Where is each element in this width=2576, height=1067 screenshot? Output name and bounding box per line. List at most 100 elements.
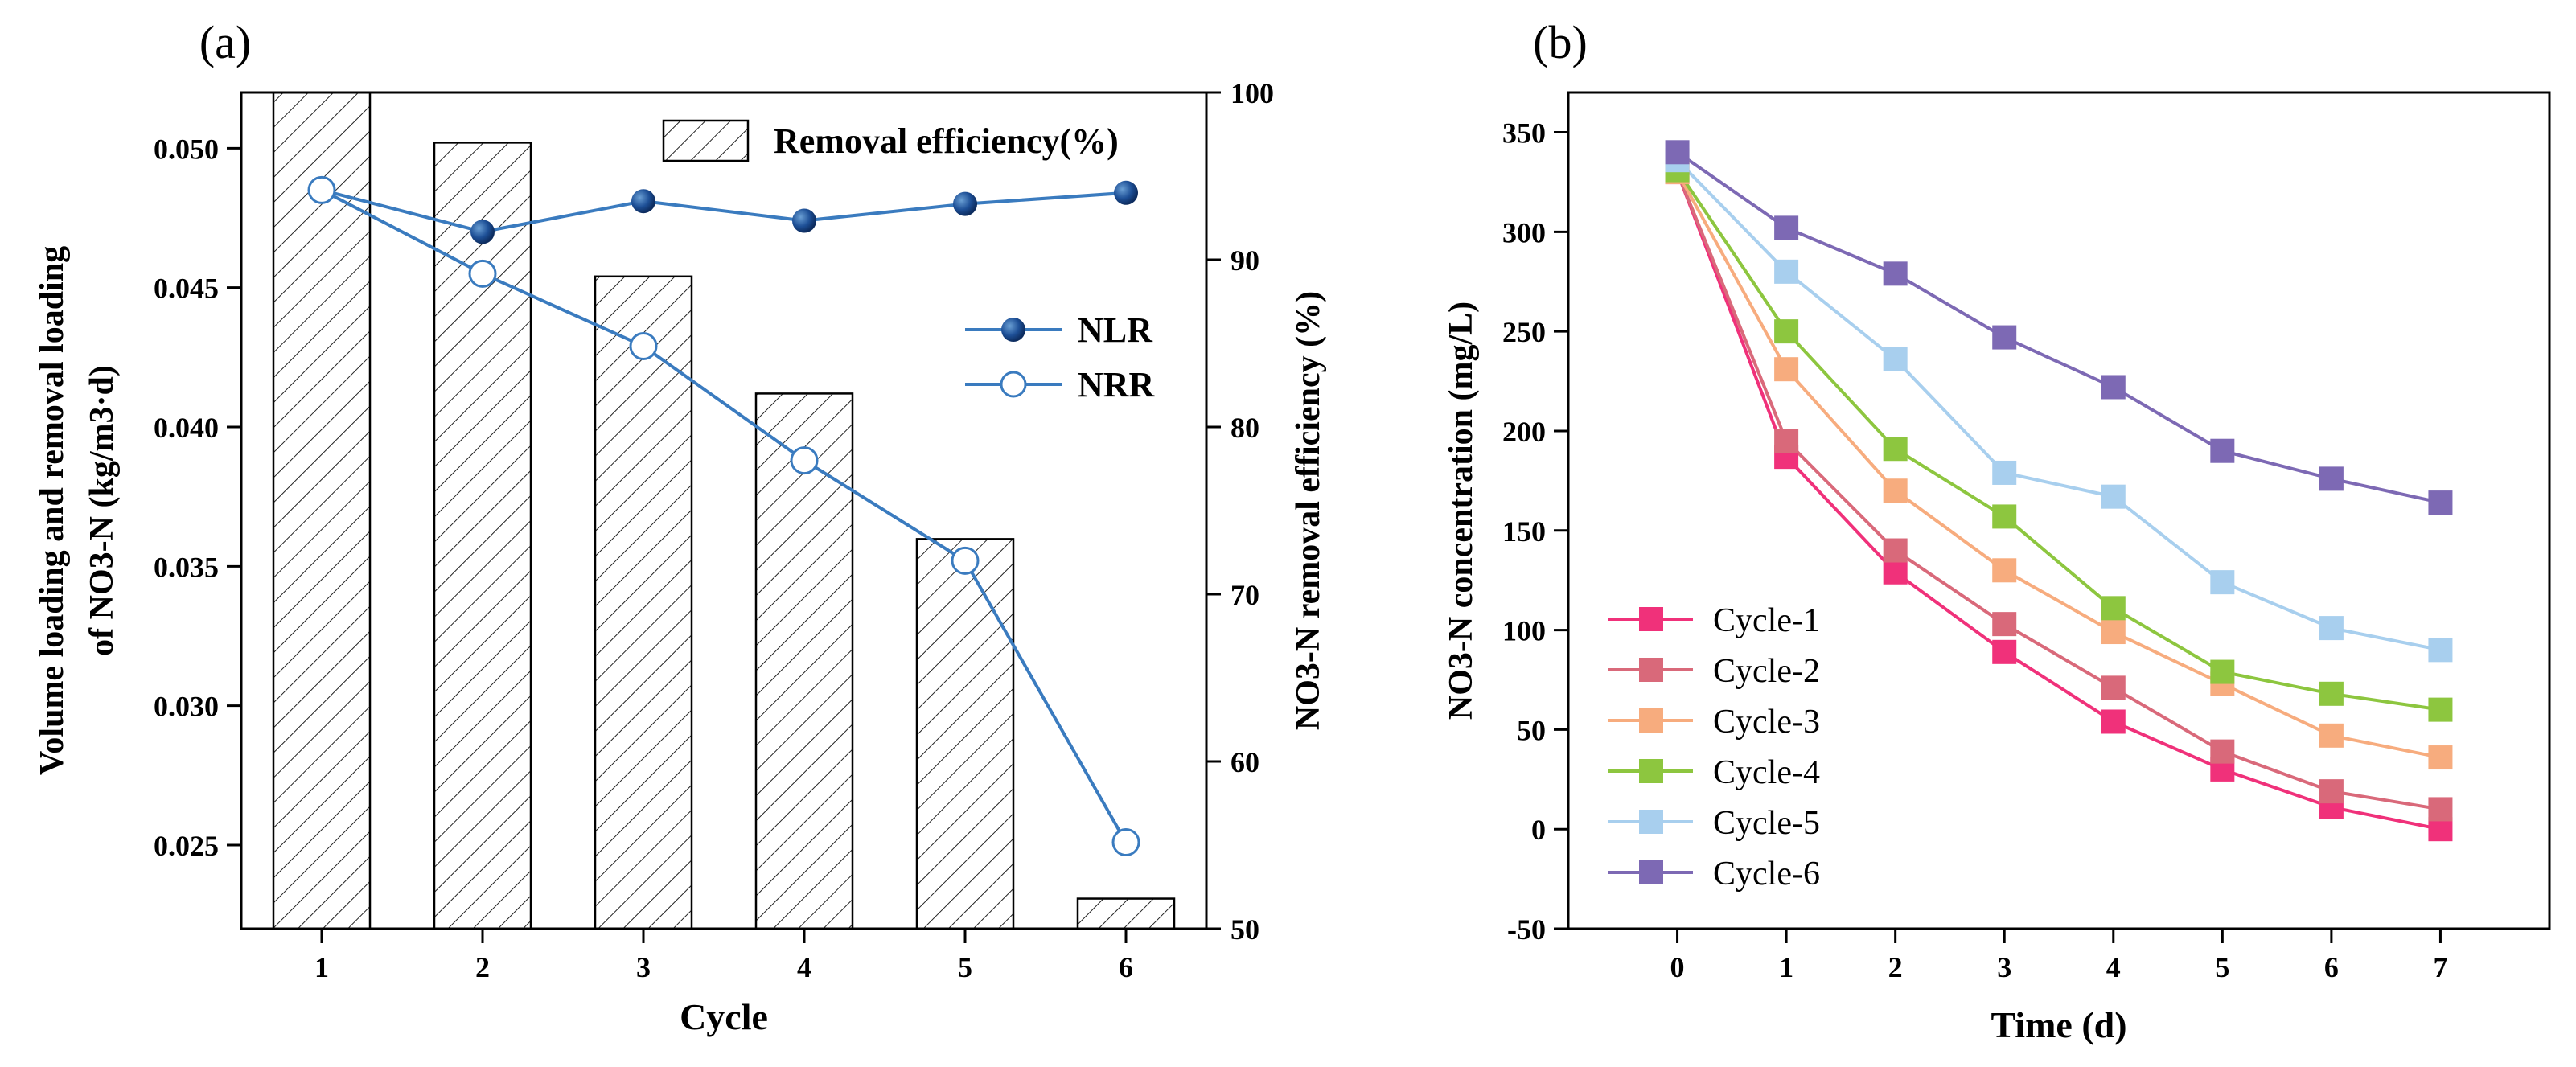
- b-xtick-label: 2: [1888, 951, 1903, 983]
- b-xtick-label: 4: [2106, 951, 2121, 983]
- b-xtick-label: 1: [1779, 951, 1793, 983]
- legend-label-cycle-5: Cycle-5: [1713, 805, 1820, 842]
- b-ytick-label: 50: [1517, 714, 1546, 746]
- b-ytick-label: 250: [1502, 316, 1546, 348]
- b-xtick-label: 5: [2215, 951, 2229, 983]
- legend-marker-cycle-1: [1639, 607, 1663, 631]
- chart-b-frame: [1567, 91, 2551, 930]
- nlr-point-6: [1114, 180, 1138, 205]
- a-xtick-label: 6: [1119, 951, 1133, 983]
- b-xtick-label: 6: [2324, 951, 2339, 983]
- cycle-6-point-6: [2319, 466, 2344, 491]
- cycle-3-point-3: [1992, 558, 2017, 583]
- cycle-4-point-7: [2428, 697, 2453, 722]
- a-ytick-right-label: 100: [1230, 77, 1274, 109]
- b-ytick-label: 350: [1502, 117, 1546, 150]
- panel-a-label: (a): [199, 16, 251, 68]
- series-line-cycle-1: [1675, 171, 2441, 831]
- bar-cycle-3: [594, 275, 693, 930]
- cycle-6-point-7: [2428, 490, 2453, 515]
- nrr-point-5: [951, 546, 980, 575]
- a-xtick-label: 1: [314, 951, 329, 983]
- cycle-4-point-2: [1883, 437, 1908, 462]
- legend-marker-cycle-5: [1639, 810, 1663, 834]
- chart-b-legend: Cycle-1 Cycle-2 Cycle-3 Cycle-4 Cycle-5 Cycle…: [1608, 602, 1820, 893]
- b-ytick-label: 300: [1502, 216, 1546, 248]
- cycle-5-point-3: [1992, 460, 2017, 485]
- chart-a-ylabel-left-2: of NO3-N (kg/m3·d): [84, 365, 121, 656]
- b-ytick-label: 150: [1502, 515, 1546, 548]
- a-xtick-label: 5: [958, 951, 972, 983]
- nrr-point-4: [790, 446, 819, 475]
- nrr-point-1: [307, 175, 336, 204]
- nlr-point-5: [953, 191, 977, 216]
- chart-a-ylabel-right: NO3-N removal efficiency (%): [1290, 291, 1327, 730]
- series-line-cycle-3: [1675, 171, 2441, 760]
- b-ytick-label: 100: [1502, 615, 1546, 647]
- cycle-2-point-2: [1883, 538, 1908, 563]
- cycle-3-point-1: [1774, 357, 1799, 382]
- cycle-6-point-0: [1665, 140, 1690, 165]
- cycle-3-point-2: [1883, 478, 1908, 503]
- b-xtick-label: 7: [2433, 951, 2447, 983]
- legend-nrr-marker: [1000, 371, 1027, 398]
- cycle-5-point-7: [2428, 638, 2453, 663]
- chart-a-frame: [240, 91, 1208, 930]
- chart-a-xlabel: Cycle: [680, 996, 768, 1037]
- bar-cycle-6: [1076, 897, 1176, 930]
- cycle-5-point-4: [2101, 484, 2126, 509]
- a-ytick-left-label: 0.030: [154, 691, 219, 723]
- nrr-point-3: [629, 331, 658, 360]
- cycle-1-point-3: [1992, 639, 2017, 664]
- b-xtick-label: 0: [1670, 951, 1685, 983]
- chart-b-ylabel: NO3-N concentration (mg/L): [1443, 302, 1480, 720]
- cycle-4-point-3: [1992, 504, 2017, 529]
- series-line-cycle-4: [1675, 169, 2441, 712]
- legend-bar-swatch: [662, 119, 750, 162]
- cycle-5-point-5: [2210, 570, 2235, 595]
- a-ytick-left-label: 0.045: [154, 273, 219, 305]
- legend-marker-cycle-3: [1639, 708, 1663, 733]
- a-ytick-right-label: 90: [1230, 244, 1259, 277]
- legend-label-cycle-4: Cycle-4: [1713, 754, 1820, 791]
- cycle-6-point-5: [2210, 438, 2235, 463]
- legend-nlr-marker: [1001, 318, 1025, 342]
- chart-a-ylabel-left-1: Volume loading and removal loading: [34, 246, 71, 775]
- b-ytick-label: 200: [1502, 416, 1546, 448]
- legend-label-cycle-2: Cycle-2: [1713, 653, 1820, 690]
- legend-label-cycle-1: Cycle-1: [1713, 602, 1820, 639]
- cycle-5-point-2: [1883, 347, 1908, 371]
- nlr-point-2: [470, 220, 495, 244]
- legend-label-cycle-6: Cycle-6: [1713, 856, 1820, 893]
- a-ytick-left-label: 0.050: [154, 133, 219, 165]
- a-ytick-left-label: 0.040: [154, 412, 219, 444]
- series-line-cycle-5: [1676, 158, 2441, 652]
- chart-a: 1 2 3 4 5 6 0.025 0.030 0.035 0.040 0.045 0.050 50 60…: [34, 77, 1327, 1037]
- nrr-point-2: [468, 259, 497, 288]
- a-ytick-right-label: 60: [1230, 746, 1259, 778]
- cycle-4-point-6: [2319, 681, 2344, 706]
- cycle-5-point-1: [1774, 259, 1799, 284]
- b-xtick-label: 3: [1997, 951, 2011, 983]
- cycle-4-point-5: [2210, 659, 2235, 684]
- a-ytick-right-label: 50: [1230, 913, 1259, 946]
- a-ytick-left-label: 0.035: [154, 551, 219, 583]
- legend-nlr-label: NLR: [1078, 310, 1153, 350]
- series-line-cycle-6: [1676, 150, 2441, 505]
- legend-label-cycle-3: Cycle-3: [1713, 704, 1820, 741]
- line-nlr: [321, 188, 1127, 234]
- cycle-2-point-5: [2210, 739, 2235, 764]
- nrr-point-6: [1111, 828, 1140, 857]
- b-ytick-label: 0: [1531, 814, 1546, 846]
- bar-cycle-4: [754, 392, 854, 930]
- line-nrr: [321, 188, 1128, 843]
- a-ytick-right-label: 80: [1230, 412, 1259, 444]
- series-line-cycle-2: [1675, 171, 2441, 811]
- cycle-6-point-2: [1883, 261, 1908, 286]
- cycle-3-point-7: [2428, 745, 2453, 770]
- cycle-2-point-4: [2101, 675, 2126, 700]
- legend-marker-cycle-2: [1639, 658, 1663, 682]
- a-ytick-right-label: 70: [1230, 579, 1259, 611]
- cycle-1-point-2: [1883, 560, 1908, 585]
